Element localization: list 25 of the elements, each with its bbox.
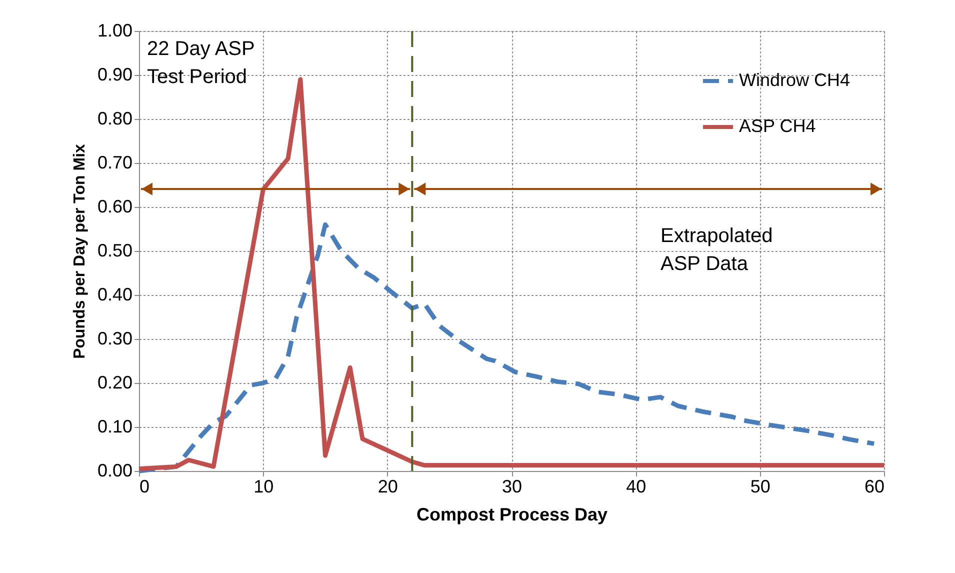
legend-label: Windrow CH4 [739, 70, 850, 90]
x-tick-label: 20 [378, 476, 398, 496]
annotation: Extrapolated ASP Data [660, 225, 773, 275]
annotation: 22 Day ASP Test Period [147, 38, 255, 88]
y-tick-label: 0.00 [97, 460, 132, 480]
legend-label: ASP CH4 [739, 116, 816, 136]
y-tick-label: 0.10 [97, 416, 132, 436]
x-tick-label: 10 [254, 476, 274, 496]
y-tick-label: 1.00 [97, 20, 132, 40]
y-tick-label: 0.90 [97, 64, 132, 84]
y-tick-label: 0.30 [97, 328, 132, 348]
x-axis-title: Compost Process Day [416, 504, 608, 524]
y-tick-label: 0.60 [97, 196, 132, 216]
y-tick-label: 0.70 [97, 152, 132, 172]
x-tick-label: 50 [750, 476, 770, 496]
y-tick-label: 0.80 [97, 108, 132, 128]
line-series [136, 222, 876, 474]
y-tick-label: 0.40 [97, 284, 132, 304]
x-tick-label: 30 [502, 476, 522, 496]
y-axis-title: Pounds per Day per Ton Mix [71, 144, 88, 359]
x-tick-label: 40 [626, 476, 646, 496]
x-tick-label: 60 [864, 476, 884, 496]
y-tick-label: 0.50 [97, 240, 132, 260]
x-tick-label: 0 [140, 476, 150, 496]
y-tick-label: 0.20 [97, 372, 132, 392]
